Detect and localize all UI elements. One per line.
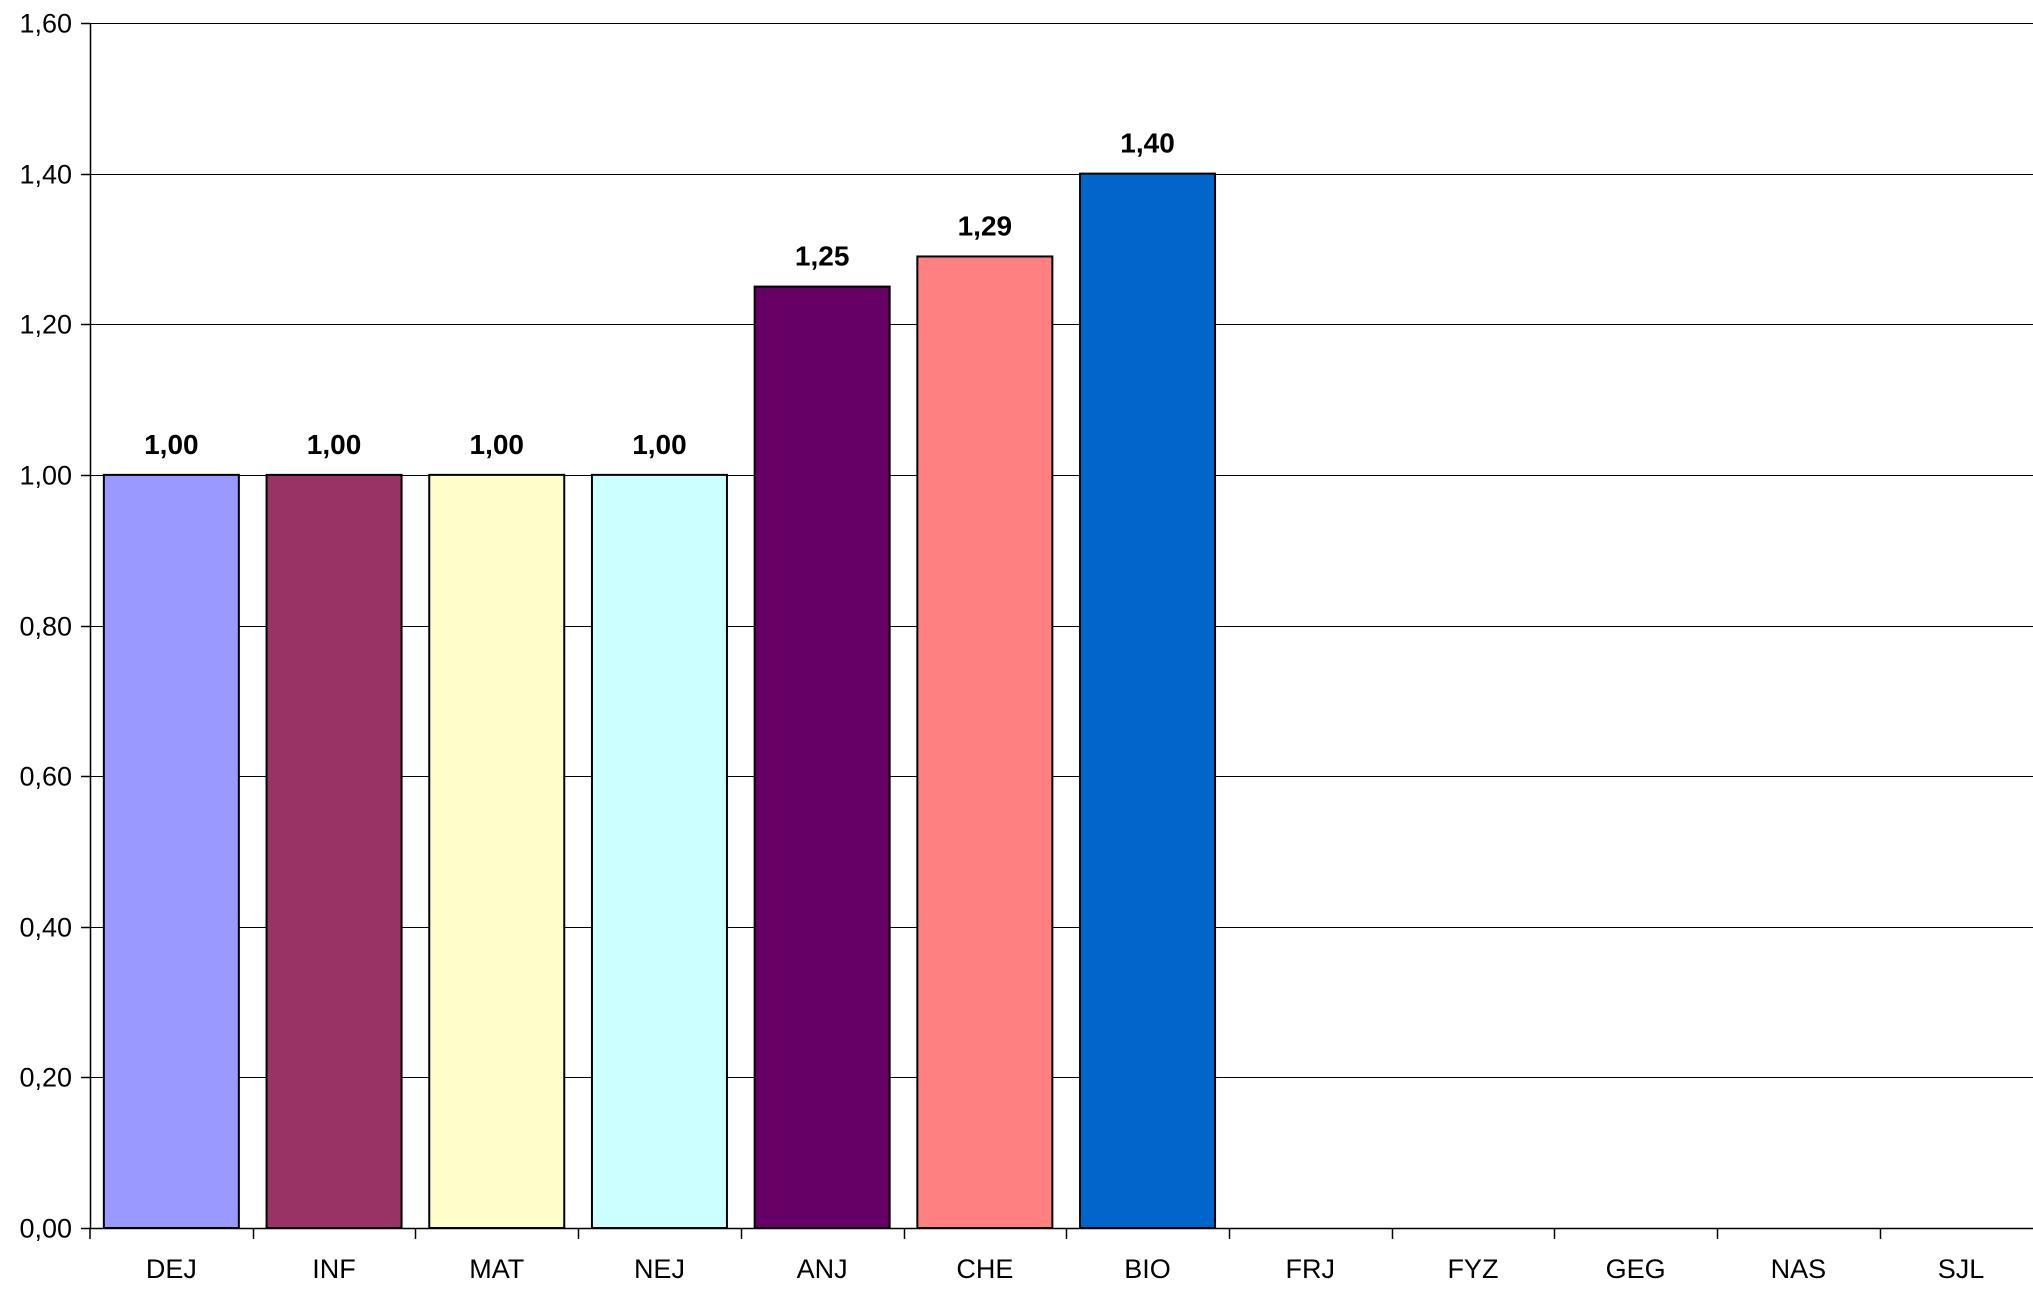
y-tick-label: 0,40 [19,913,72,943]
x-tick-label: NEJ [634,1254,685,1284]
data-label: 1,25 [795,241,850,272]
bar-mat [428,473,566,1229]
data-label: 1,00 [144,429,199,460]
gridlines [90,23,2033,1078]
data-label: 1,00 [470,429,525,460]
y-tick-label: 1,20 [19,310,72,340]
bar-bio [1079,172,1217,1229]
y-tick-label: 0,00 [19,1214,72,1244]
x-tick-label: MAT [469,1254,524,1284]
data-label: 1,00 [307,429,362,460]
data-label: 1,29 [958,210,1013,241]
y-tick-label: 1,00 [19,461,72,491]
x-tick-label: GEG [1606,1254,1666,1284]
data-label: 1,40 [1120,128,1175,159]
x-tick-label: NAS [1771,1254,1827,1284]
y-tick-label: 1,40 [19,160,72,190]
axes [81,22,2033,1239]
bars [102,172,1217,1229]
x-tick-label: INF [312,1254,356,1284]
x-tick-label: CHE [956,1254,1013,1284]
bar-dej [102,473,240,1229]
data-label: 1,00 [632,429,687,460]
x-tick-label: ANJ [797,1254,848,1284]
bar-che [916,255,1054,1229]
y-tick-label: 0,60 [19,762,72,792]
x-tick-label: BIO [1124,1254,1171,1284]
x-tick-label: FYZ [1447,1254,1498,1284]
x-tick-label: DEJ [146,1254,197,1284]
labels: 0,00 0,20 0,40 0,60 0,80 1,00 1,20 1,40 1,60 1,00… [19,9,1984,1285]
y-tick-label: 0,20 [19,1063,72,1093]
y-tick-label: 0,80 [19,612,72,642]
bar-inf [265,473,403,1229]
bar-anj [753,285,891,1229]
y-tick-label: 1,60 [19,9,72,39]
x-tick-label: FRJ [1286,1254,1336,1284]
bar-nej [590,473,728,1229]
x-tick-label: SJL [1938,1254,1985,1284]
